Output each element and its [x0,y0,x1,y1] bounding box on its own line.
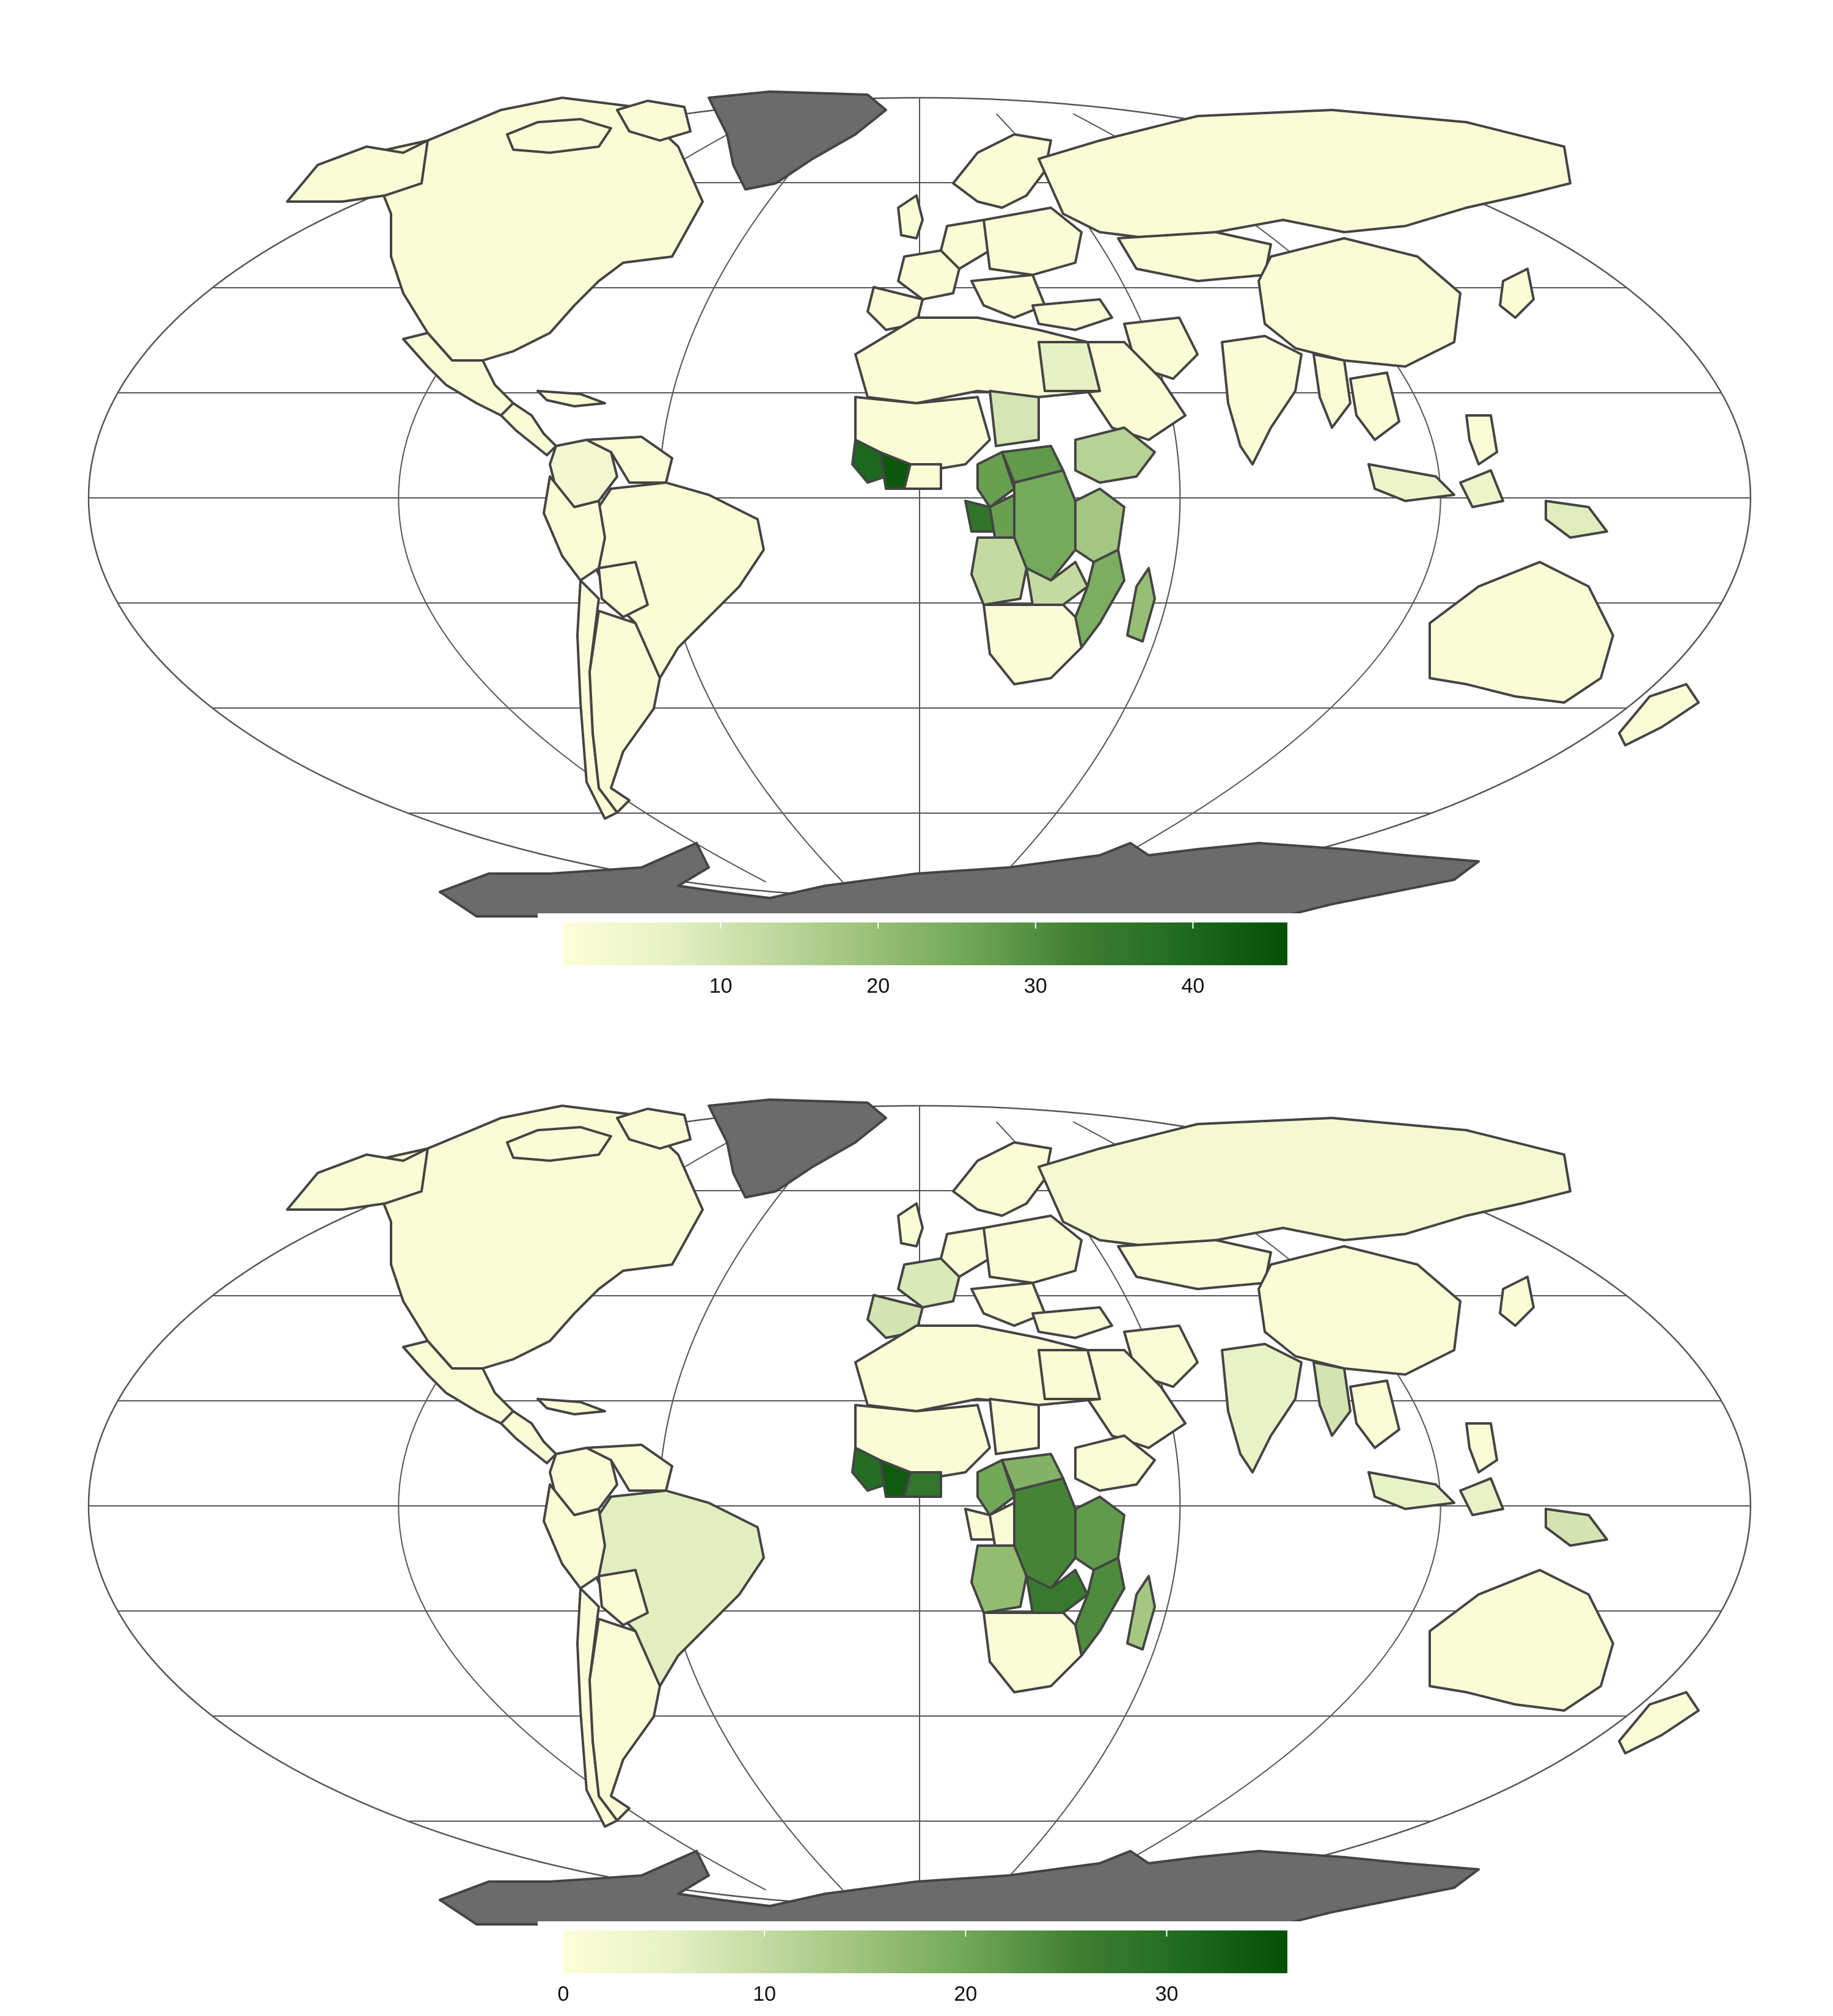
country-angola [970,1544,1028,1614]
map-top: 10 20 30 40 [87,90,1752,998]
country-eastern-europe [982,206,1083,276]
colorbar-tick-label: 40 [1182,974,1205,998]
map-bottom: 0 10 20 30 [87,1098,1752,2006]
country-chile [576,1587,618,1828]
country-southern-africa [982,604,1083,685]
country-caribbean [536,1398,606,1415]
country-japan [1499,1276,1535,1327]
colorbar-tick-label: 20 [954,1982,977,2006]
country-canadian-islands [506,118,612,154]
country-uk [897,194,924,239]
colorbar-tick-label: 10 [753,1982,776,2006]
country-chad [989,390,1040,447]
country-north-america [371,97,704,362]
colorbar-tick-label: 20 [866,974,890,998]
land-layer [286,90,1700,918]
country-mozambique [1074,549,1125,649]
country-alaska [286,139,429,203]
country-sierra-leone [851,439,887,484]
country-ethiopia [1074,426,1156,484]
country-sierra-leone [851,1447,887,1492]
colorbar-tick-label: 0 [558,1982,569,2006]
country-papua-new-guinea [1545,1508,1608,1547]
country-australia [1429,561,1614,704]
country-indonesia [1459,469,1504,508]
country-greenland [708,90,887,191]
country-indonesia [1367,463,1455,502]
country-chad [989,1398,1040,1455]
land-layer [286,1098,1700,1926]
colorbar [563,922,1287,965]
country-philippines [1465,414,1498,466]
country-myanmar [1312,353,1352,429]
country-antarctica [439,1850,1480,1926]
country-arabia [1074,341,1187,441]
country-chile [576,579,618,820]
country-thailand [1349,1379,1400,1449]
country-madagascar [1126,1575,1156,1651]
country-antarctica [439,842,1480,918]
country-egypt [1037,341,1101,392]
country-turkey [1031,1306,1113,1339]
colorbar-tick-label: 30 [1024,974,1047,998]
country-papua-new-guinea [1545,500,1608,539]
country-balkans [970,274,1046,319]
country-india [1221,1343,1303,1474]
colorbar-tick-label: 10 [709,974,733,998]
country-cameroon [976,451,1015,508]
country-germany [940,1227,991,1278]
country-angola [970,536,1028,606]
country-caribbean [536,390,606,407]
country-bolivia [598,1569,649,1626]
country-arabia [1074,1349,1187,1449]
country-canadian-islands [616,1108,692,1150]
country-alaska [286,1147,429,1211]
country-mozambique [1074,1557,1125,1657]
country-china [1257,1245,1462,1376]
country-thailand [1349,371,1400,441]
country-canadian-islands [506,1126,612,1162]
country-germany [940,219,991,270]
country-southern-africa [982,1612,1083,1693]
country-c-te-d-ivoire [903,463,942,490]
country-greenland [708,1098,887,1199]
country-balkans [970,1282,1046,1327]
country-philippines [1465,1422,1498,1474]
country-new-zealand [1618,683,1700,747]
country-new-zealand [1618,1691,1700,1755]
country-north-america [371,1105,704,1370]
country-canadian-islands [616,100,692,142]
country-bolivia [598,561,649,618]
country-australia [1429,1569,1614,1712]
country-indonesia [1459,1477,1504,1516]
country-uk [897,1202,924,1247]
country-turkey [1031,298,1113,331]
country-madagascar [1126,567,1156,643]
country-c-te-d-ivoire [903,1471,942,1498]
country-myanmar [1312,1361,1352,1437]
country-japan [1499,268,1535,319]
country-egypt [1037,1349,1101,1400]
country-china [1257,237,1462,368]
country-ethiopia [1074,1434,1156,1492]
country-india [1221,335,1303,466]
country-cameroon [976,1459,1015,1516]
country-indonesia [1367,1471,1455,1510]
colorbar-tick-label: 30 [1155,1982,1179,2006]
country-eastern-europe [982,1214,1083,1284]
colorbar [563,1930,1287,1973]
